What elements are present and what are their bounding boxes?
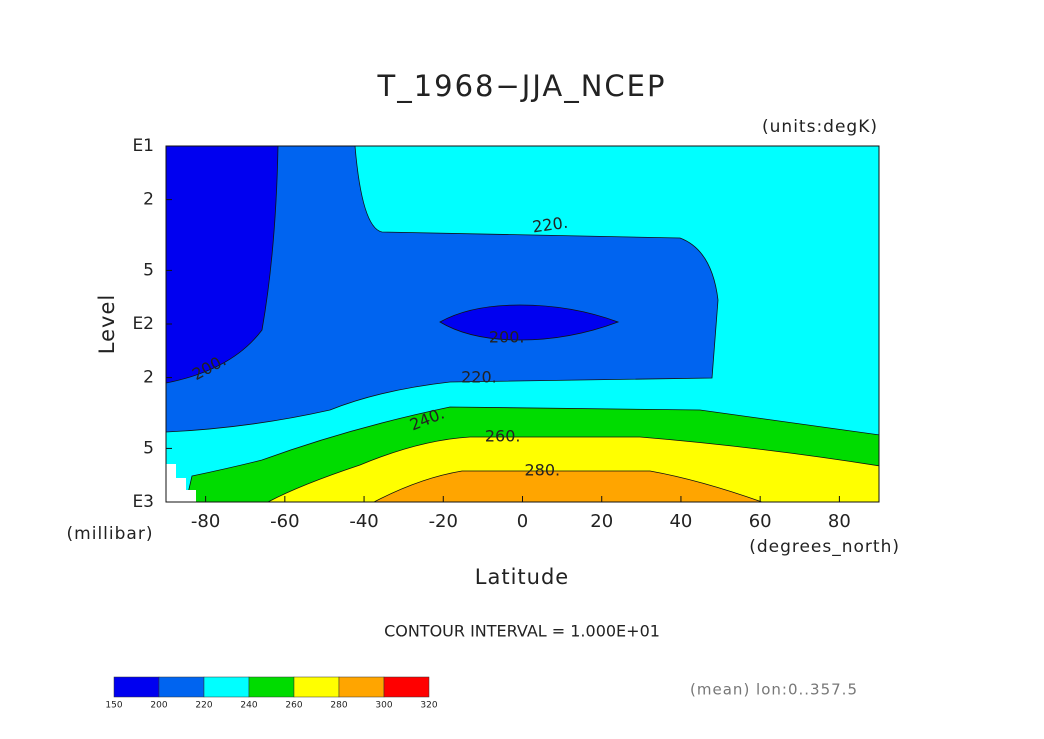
colorbar-box: [293, 676, 340, 698]
colorbar-label: 200: [150, 701, 167, 711]
contour-label: 220.: [461, 367, 497, 386]
colorbar-label: 320: [420, 701, 437, 711]
colorbar-label: 240: [240, 701, 257, 711]
y-tick-label: 2: [143, 368, 154, 388]
colorbar-label: 260: [285, 701, 302, 711]
x-tick-label: 80: [828, 511, 851, 532]
x-tick-label: 40: [669, 511, 692, 532]
x-tick-label: -80: [191, 511, 220, 532]
contour-label: 260.: [485, 426, 521, 445]
plot-area: 220.200.200. 220.240.260.280.: [166, 146, 879, 502]
colorbar-box: [203, 676, 250, 698]
contour-interval: CONTOUR INTERVAL = 1.000E+01: [384, 622, 660, 641]
y-tick-label: E1: [132, 136, 154, 156]
contour-label: 280.: [524, 461, 560, 480]
y-tick-label: E2: [132, 314, 154, 334]
contour-band: [439, 304, 620, 341]
x-tick-label: -60: [270, 511, 299, 532]
colorbar-box: [113, 676, 160, 698]
colorbar-label: 300: [375, 701, 392, 711]
y-tick-label: E3: [132, 492, 154, 512]
colorbar-label: 220: [195, 701, 212, 711]
x-tick-label: 20: [590, 511, 613, 532]
y-tick-label: 2: [143, 190, 154, 210]
footnote: (mean) lon:0..357.5: [690, 681, 858, 699]
x-tick-label: 0: [517, 511, 528, 532]
colorbar-label: 150: [105, 701, 122, 711]
chart-title: T_1968−JJA_NCEP: [376, 69, 666, 103]
x-tick-label: -20: [429, 511, 458, 532]
x-tick-label: -40: [349, 511, 378, 532]
colorbar-box: [248, 676, 295, 698]
x-units: (degrees_north): [749, 537, 900, 557]
colorbar-box: [383, 676, 430, 698]
contour-band: [373, 470, 763, 502]
y-tick-label: 5: [143, 438, 154, 458]
colorbar-box: [338, 676, 385, 698]
units-label: (units:degK): [762, 117, 878, 137]
colorbar-label: 280: [330, 701, 347, 711]
y-axis-label: Level: [95, 294, 119, 354]
contour-band: [166, 146, 279, 384]
colorbar-box: [158, 676, 205, 698]
x-tick-label: 60: [749, 511, 772, 532]
y-tick-label: 5: [143, 260, 154, 280]
x-axis-label: Latitude: [475, 565, 569, 589]
contour-label: 220.: [531, 213, 569, 237]
y-units: (millibar): [67, 524, 154, 544]
contour-band: [166, 146, 719, 433]
contour-label: 200.: [489, 328, 525, 347]
missing-data: [166, 464, 196, 502]
